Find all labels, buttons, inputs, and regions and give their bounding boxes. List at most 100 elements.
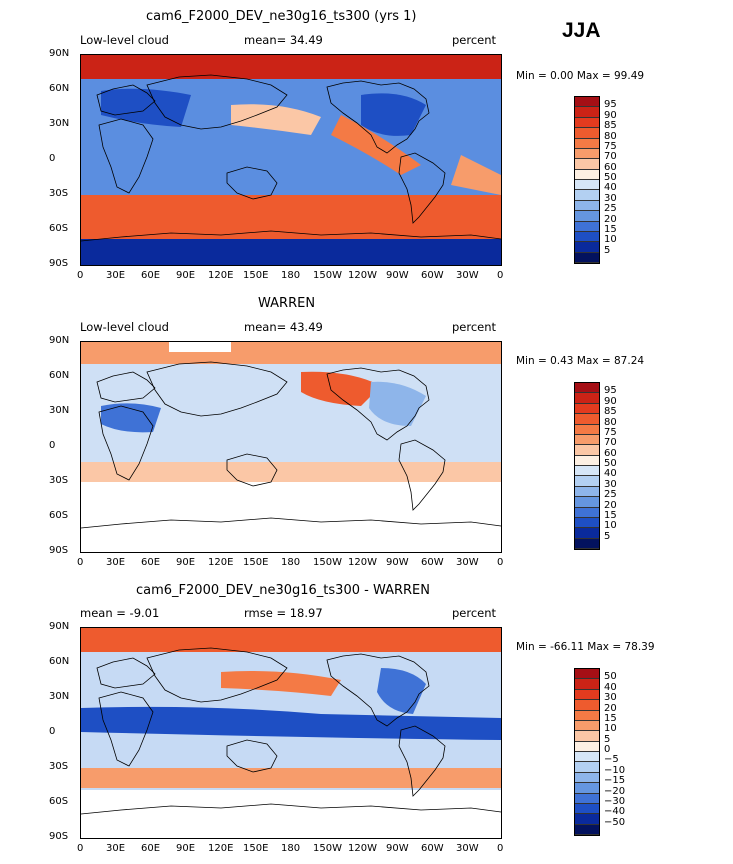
lat-tick-label: 90S <box>49 258 69 269</box>
panel-1-min-max: Min = 0.00 Max = 99.49 <box>516 70 645 82</box>
lon-tick-label: 90W <box>386 270 409 281</box>
colorbar-level-label: 30 <box>604 192 617 204</box>
colorbar-segment <box>575 700 599 711</box>
lat-tick-label: 60N <box>49 83 70 94</box>
lon-tick-label: 30W <box>456 270 479 281</box>
lon-tick-label: 0 <box>497 270 504 281</box>
colorbar-segment <box>575 814 599 825</box>
colorbar-segment <box>575 476 599 487</box>
colorbar-level-label: 0 <box>604 744 611 755</box>
colorbar-segment <box>575 159 599 170</box>
panel-3-units-label: percent <box>452 606 497 620</box>
colorbar-level-label: −15 <box>604 775 626 787</box>
lon-tick-label: 150W <box>313 843 342 854</box>
panel-1-left-label: Low-level cloud <box>80 33 169 47</box>
colorbar-level-label: −40 <box>604 806 626 818</box>
colorbar-segment <box>575 720 599 732</box>
colorbar-segment <box>575 231 599 243</box>
colorbar-segment <box>575 689 599 701</box>
colorbar-segment <box>575 138 599 149</box>
colorbar-level-label: −5 <box>604 754 619 766</box>
lat-tick-label: 30N <box>49 118 70 129</box>
lon-tick-label: 90E <box>176 557 196 568</box>
colorbar-segment <box>575 190 599 201</box>
lon-tick-label: 60W <box>421 843 444 854</box>
colorbar-segment <box>575 538 599 549</box>
colorbar-segment <box>575 528 599 539</box>
colorbar-level-label: 5 <box>604 244 611 256</box>
colorbar-segment <box>575 710 599 721</box>
colorbar-segment <box>575 772 599 784</box>
colorbar-level-label: 40 <box>604 182 617 194</box>
lon-tick-label: 180 <box>281 557 301 568</box>
panel-2-units-label: percent <box>452 320 497 334</box>
colorbar-segment <box>575 445 599 456</box>
lat-tick-label: 90S <box>49 831 69 842</box>
colorbar-level-label: 70 <box>604 151 617 163</box>
colorbar-level-label: 75 <box>604 140 617 152</box>
colorbar-level-label: 90 <box>604 395 617 407</box>
colorbar-segment <box>575 117 599 129</box>
colorbar-segment <box>575 486 599 498</box>
colorbar-level-label: 60 <box>604 447 617 459</box>
panel-3-title: cam6_F2000_DEV_ne30g16_ts300 - WARREN <box>136 583 430 598</box>
lat-tick-label: 60S <box>49 510 69 521</box>
colorbar-level-label: 85 <box>604 120 617 132</box>
map-graphic <box>80 342 502 552</box>
panel-1-colorbar <box>574 96 600 264</box>
colorbar-segment <box>575 169 599 180</box>
colorbar-level-label: 5 <box>604 733 611 745</box>
lon-tick-label: 180 <box>281 270 301 281</box>
colorbar-segment <box>575 762 599 773</box>
panel-2-left-label: Low-level cloud <box>80 320 169 334</box>
lon-tick-label: 30W <box>456 843 479 854</box>
lon-tick-label: 0 <box>77 270 84 281</box>
colorbar-segment <box>575 497 599 508</box>
lon-tick-label: 180 <box>281 843 301 854</box>
lon-tick-label: 120W <box>348 557 377 568</box>
colorbar-level-label: 80 <box>604 416 617 428</box>
colorbar-segment <box>575 679 599 690</box>
colorbar-level-label: 20 <box>604 499 617 511</box>
colorbar-segment <box>575 793 599 804</box>
lon-tick-label: 90W <box>386 843 409 854</box>
panel-3-rmse-label: rmse = 18.97 <box>244 606 323 620</box>
colorbar-level-label: 80 <box>604 130 617 142</box>
lon-tick-label: 0 <box>497 843 504 854</box>
panel-2-title: WARREN <box>258 296 316 311</box>
panel-2-colorbar <box>574 382 600 550</box>
lon-tick-label: 150W <box>313 270 342 281</box>
lat-tick-label: 0 <box>49 440 56 451</box>
colorbar-segment <box>575 455 599 466</box>
colorbar-segment <box>575 466 599 477</box>
colorbar-segment <box>575 403 599 415</box>
colorbar-level-label: 95 <box>604 99 617 111</box>
lon-tick-label: 60E <box>141 843 161 854</box>
colorbar-level-label: 95 <box>604 385 617 397</box>
season-label: JJA <box>562 19 601 42</box>
lat-tick-label: 30S <box>49 761 69 772</box>
panel-1-units-label: percent <box>452 33 497 47</box>
colorbar-level-label: 20 <box>604 213 617 225</box>
lat-tick-label: 60N <box>49 370 70 381</box>
panel-3-colorbar <box>574 668 600 836</box>
colorbar-segment <box>575 803 599 815</box>
colorbar-level-label: −50 <box>604 816 626 828</box>
lat-tick-label: 0 <box>49 726 56 737</box>
colorbar-segment <box>575 731 599 742</box>
lon-tick-label: 90E <box>176 843 196 854</box>
lon-tick-label: 60E <box>141 270 161 281</box>
lon-tick-label: 120W <box>348 270 377 281</box>
colorbar-segment <box>575 383 599 394</box>
lat-tick-label: 90S <box>49 545 69 556</box>
colorbar-segment <box>575 393 599 404</box>
lon-tick-label: 150E <box>243 557 269 568</box>
lat-tick-label: 60N <box>49 656 70 667</box>
lon-tick-label: 90W <box>386 557 409 568</box>
lon-tick-label: 30E <box>106 843 126 854</box>
colorbar-level-label: 40 <box>604 681 617 693</box>
colorbar-segment <box>575 434 599 446</box>
lat-tick-label: 90N <box>49 335 70 346</box>
lon-tick-label: 60W <box>421 270 444 281</box>
colorbar-segment <box>575 180 599 191</box>
